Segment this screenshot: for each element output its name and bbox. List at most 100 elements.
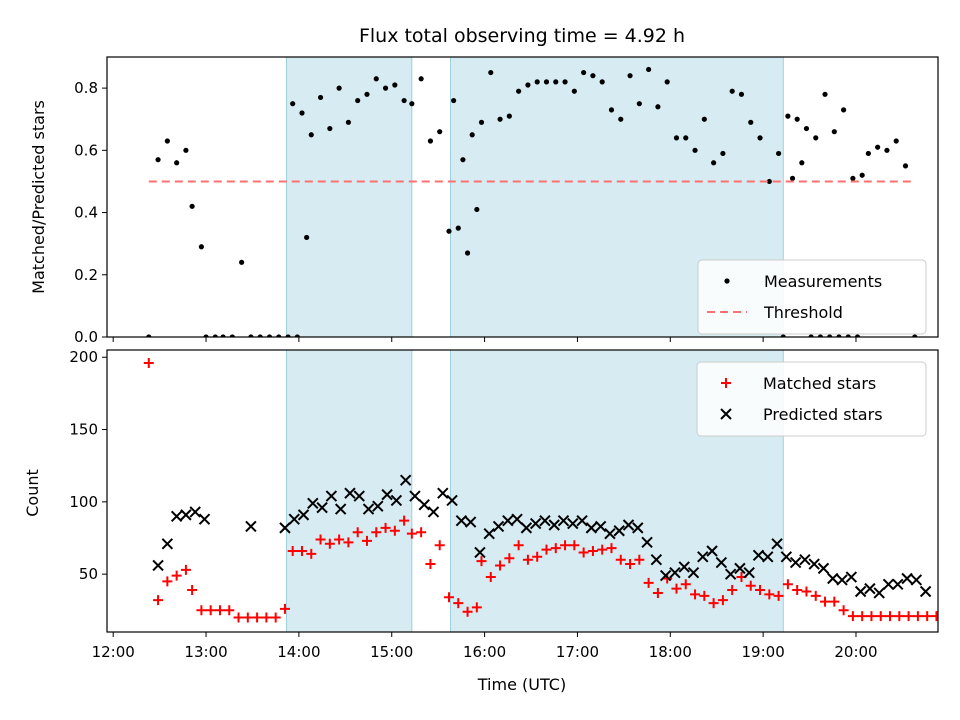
data-point xyxy=(745,580,756,591)
data-point xyxy=(516,88,522,94)
data-point xyxy=(474,206,480,213)
data-point xyxy=(836,334,842,337)
data-point xyxy=(187,585,198,596)
y-tick-label: 0.2 xyxy=(74,266,98,284)
data-point xyxy=(567,517,579,530)
data-point xyxy=(711,160,717,166)
data-point xyxy=(399,515,410,526)
data-point xyxy=(492,520,505,533)
data-point xyxy=(462,606,473,617)
data-point xyxy=(418,499,430,511)
data-point xyxy=(717,595,728,606)
data-point xyxy=(715,556,728,569)
data-point xyxy=(380,522,391,533)
chart-title: Flux total observing time = 4.92 h xyxy=(359,25,685,47)
legend-key xyxy=(721,378,731,388)
data-point xyxy=(180,564,191,575)
data-point xyxy=(343,537,354,548)
data-point xyxy=(520,522,533,534)
series-predicted-stars xyxy=(152,474,932,599)
data-point xyxy=(525,82,531,88)
x-tick-label: 19:00 xyxy=(742,643,785,661)
data-point xyxy=(261,612,272,623)
x-tick-label: 12:00 xyxy=(92,643,135,661)
data-point xyxy=(437,129,443,135)
data-point xyxy=(817,562,830,575)
data-point xyxy=(550,543,561,554)
data-point xyxy=(919,585,932,598)
legend-box xyxy=(697,259,927,335)
data-point xyxy=(161,538,174,550)
data-point xyxy=(950,604,960,614)
data-point xyxy=(931,611,938,622)
data-point xyxy=(409,490,421,502)
data-point xyxy=(389,525,400,536)
data-point xyxy=(543,79,550,85)
data-point xyxy=(652,587,663,598)
data-point xyxy=(529,517,542,530)
y-tick-label: 0.4 xyxy=(74,204,98,222)
data-point xyxy=(299,110,305,116)
data-point xyxy=(822,91,828,97)
data-point xyxy=(497,116,503,122)
data-point xyxy=(334,534,345,545)
data-point xyxy=(912,611,923,622)
data-point xyxy=(285,334,291,337)
data-point xyxy=(382,85,389,91)
data-point xyxy=(845,571,858,583)
data-point xyxy=(257,334,263,337)
data-point xyxy=(252,612,263,623)
data-point xyxy=(399,474,412,486)
data-point xyxy=(820,596,831,607)
data-point xyxy=(455,225,461,231)
data-point xyxy=(838,605,849,616)
data-point xyxy=(594,520,607,533)
data-point xyxy=(205,605,216,616)
data-point xyxy=(643,577,654,588)
data-point xyxy=(427,506,440,518)
data-point xyxy=(242,612,253,623)
data-point xyxy=(893,138,899,144)
data-point xyxy=(587,546,598,557)
data-point xyxy=(810,590,821,601)
data-point xyxy=(437,487,449,499)
data-point xyxy=(808,558,820,570)
legend-key xyxy=(720,408,732,420)
legend-label: Matched stars xyxy=(763,374,876,393)
data-point xyxy=(464,250,471,256)
data-point xyxy=(294,334,300,337)
data-point xyxy=(532,551,543,562)
data-point xyxy=(344,487,356,499)
data-point xyxy=(164,138,170,144)
data-point xyxy=(355,97,361,104)
data-point xyxy=(324,538,335,549)
data-point xyxy=(287,546,298,557)
data-point xyxy=(334,503,347,515)
data-point xyxy=(590,73,596,79)
data-point xyxy=(627,73,633,79)
data-point xyxy=(203,334,209,337)
bottom-legend: Matched stars Predicted stars xyxy=(696,361,927,437)
data-point xyxy=(738,91,745,97)
data-point xyxy=(799,160,805,166)
data-point xyxy=(941,611,951,621)
data-point xyxy=(748,119,754,125)
observing-span-1 xyxy=(286,56,413,338)
data-point xyxy=(460,157,466,163)
data-point xyxy=(446,228,452,234)
data-point xyxy=(894,611,905,622)
y-tick-label: 0.0 xyxy=(74,328,98,346)
data-point xyxy=(671,583,682,594)
data-point xyxy=(608,107,615,113)
data-point xyxy=(706,545,718,557)
y-tick-label: 0.6 xyxy=(74,141,98,159)
data-point xyxy=(362,503,375,515)
data-point xyxy=(850,175,856,181)
data-point xyxy=(817,334,823,337)
data-point xyxy=(599,79,605,85)
data-point xyxy=(634,554,645,565)
data-point xyxy=(233,612,244,623)
data-point xyxy=(327,125,333,132)
data-point xyxy=(471,602,482,613)
